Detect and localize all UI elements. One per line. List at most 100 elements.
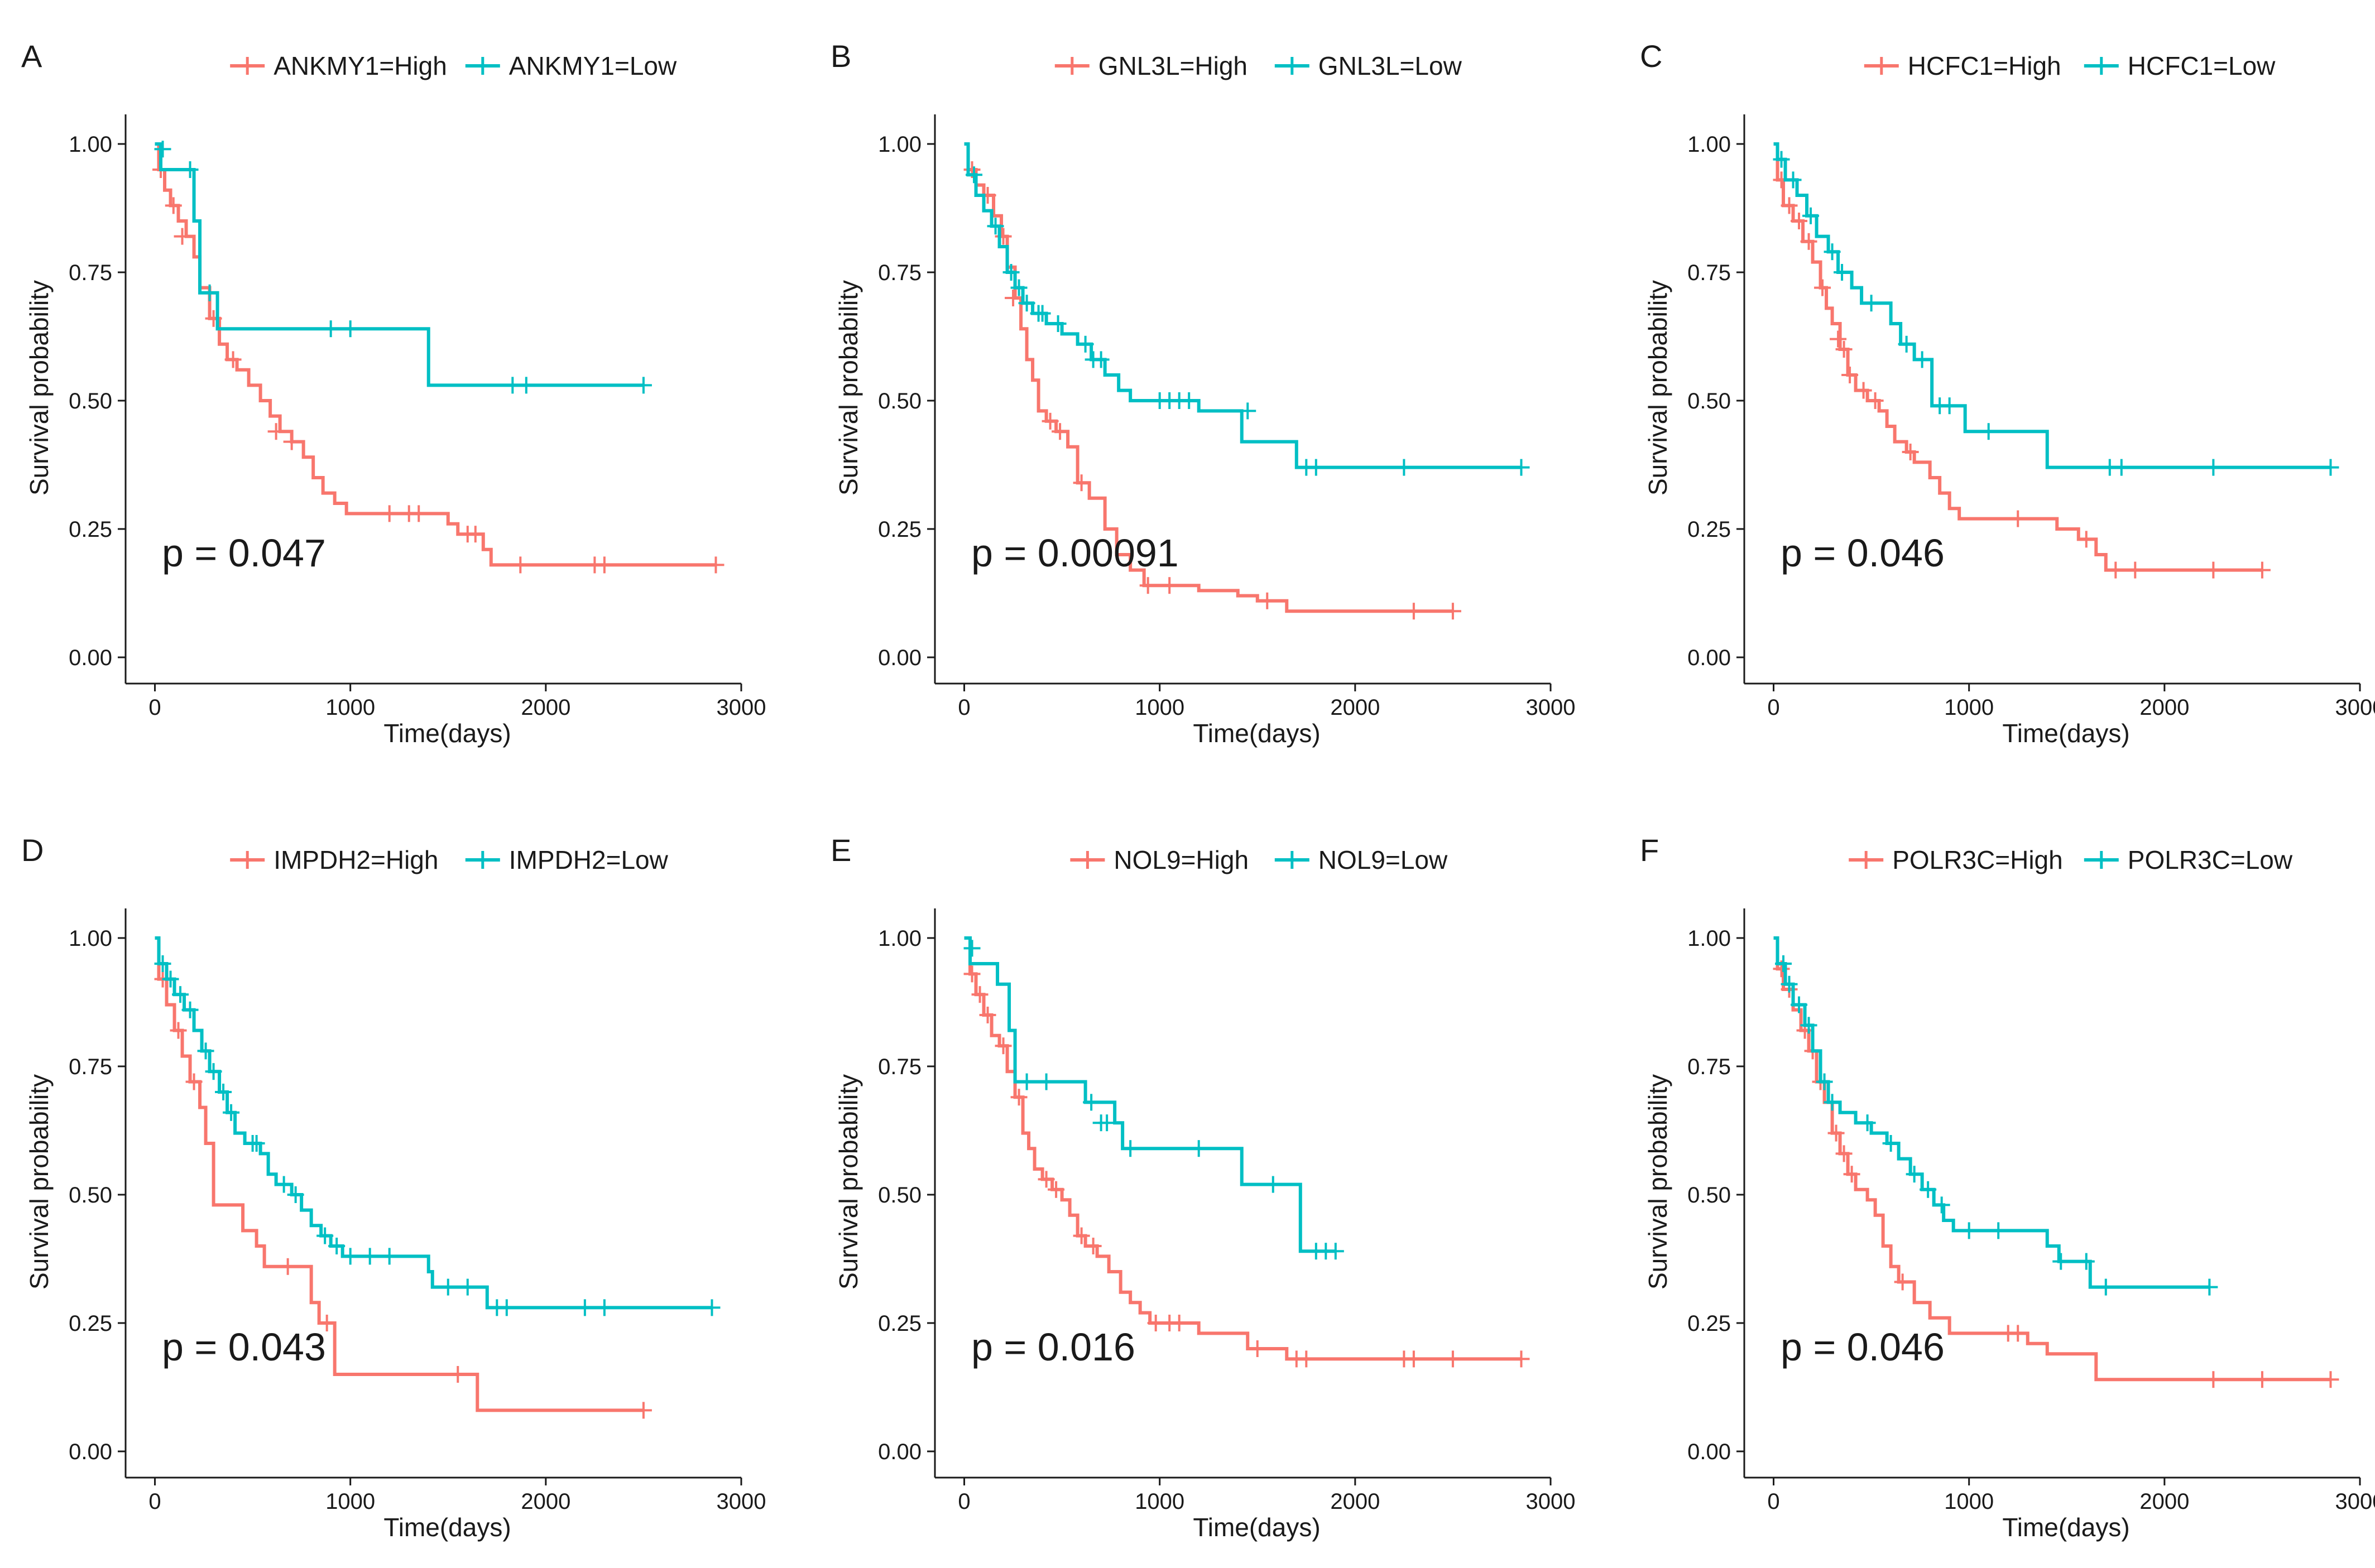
censor-mark (342, 1248, 359, 1265)
legend-key-high (1054, 57, 1090, 75)
survival-curve (155, 936, 644, 1412)
legend-label-low: POLR3C=Low (2128, 845, 2293, 874)
legend-label-high: ANKMY1=High (274, 51, 447, 80)
censor-mark (1835, 341, 1853, 358)
censor-mark (1073, 474, 1090, 492)
x-tick-label: 2000 (2139, 1489, 2189, 1514)
legend-key-high (1849, 851, 1884, 869)
y-tick-label: 1.00 (878, 926, 922, 951)
censor-mark (1781, 975, 1798, 993)
censor-mark (170, 1022, 187, 1039)
y-tick-label: 0.50 (69, 389, 112, 413)
censor-mark (1773, 151, 1790, 168)
censor-mark (2052, 1253, 2070, 1270)
censor-mark (1264, 1176, 1282, 1193)
censor-mark (154, 141, 171, 158)
y-axis-title: Survival probability (1643, 1074, 1672, 1290)
y-tick-label: 0.00 (69, 1440, 112, 1464)
x-tick-label: 1000 (1944, 1489, 1994, 1514)
censor-mark (1855, 382, 1872, 399)
survival-curve (155, 142, 644, 387)
censor-mark (707, 556, 725, 574)
censor-mark (635, 377, 652, 394)
y-tick-label: 0.75 (1687, 1055, 1731, 1079)
censor-mark (1170, 1315, 1188, 1331)
censor-mark (172, 986, 189, 1003)
survival-curve (155, 936, 712, 1310)
axes: 0.00 0.25 0.50 0.75 1.00 0 1000 2000 3000 Time(da… (25, 114, 766, 748)
panel-letter: C (1640, 39, 1662, 74)
y-tick-label: 0.50 (1687, 389, 1731, 413)
censor-mark (1181, 392, 1198, 409)
y-tick-label: 0.25 (878, 517, 922, 542)
survival-curve (964, 936, 1522, 1361)
panel-letter: D (21, 833, 44, 868)
x-axis-title: Time(days) (2002, 1513, 2129, 1542)
y-tick-label: 0.75 (878, 261, 922, 285)
censor-mark (318, 1315, 335, 1331)
survival-curve (964, 936, 1336, 1253)
x-tick-label: 1000 (1944, 695, 1994, 720)
y-axis-title: Survival probability (834, 280, 863, 496)
panel-letter: B (831, 39, 851, 74)
censor-mark (1239, 402, 1256, 420)
censor-mark (498, 1299, 515, 1316)
censor-mark (1859, 1114, 1876, 1132)
y-tick-label: 1.00 (69, 132, 112, 157)
x-tick-label: 3000 (1526, 1489, 1576, 1514)
y-axis-title: Survival probability (1643, 280, 1672, 496)
y-axis-title: Survival probability (834, 1074, 863, 1290)
panel-d: D IMPDH2=High IMPDH2=Low 0.00 0.25 0.50 0.75 1.… (21, 833, 766, 1542)
legend-label-high: NOL9=High (1114, 845, 1249, 874)
censor-mark (275, 1176, 292, 1193)
survival-curve (1773, 142, 2262, 572)
censor-mark (1827, 1124, 1845, 1142)
series-low (964, 142, 1530, 476)
censor-mark (224, 351, 242, 368)
censor-mark (1990, 1222, 2007, 1239)
censor-mark (1513, 1350, 1530, 1368)
survival-curve (1773, 936, 2210, 1289)
censor-mark (1834, 264, 1851, 281)
p-value-label: p = 0.046 (1781, 531, 1945, 575)
x-tick-label: 2000 (1330, 695, 1380, 720)
censor-mark (1933, 1196, 1950, 1214)
censor-mark (963, 965, 981, 983)
y-tick-label: 0.25 (1687, 517, 1731, 542)
censor-mark (1941, 397, 1958, 415)
y-tick-label: 0.50 (878, 1183, 922, 1208)
y-tick-label: 0.00 (1687, 1440, 1731, 1464)
censor-mark (576, 1299, 593, 1316)
x-tick-label: 2000 (1330, 1489, 1380, 1514)
censor-mark (1307, 459, 1325, 476)
censor-mark (1092, 351, 1110, 368)
censor-mark (1894, 1273, 1911, 1291)
x-tick-label: 0 (1767, 1489, 1779, 1514)
legend-key-high (1070, 851, 1105, 869)
axes: 0.00 0.25 0.50 0.75 1.00 0 1000 2000 3000 Time(da… (1643, 114, 2375, 748)
series-high (963, 936, 1530, 1368)
y-tick-label: 0.00 (1687, 646, 1731, 670)
censor-mark (1784, 171, 1802, 189)
censor-mark (2205, 561, 2222, 579)
survival-curve (1773, 936, 2331, 1382)
censor-mark (283, 433, 300, 450)
censor-mark (1882, 1135, 1899, 1152)
legend-key-low (2084, 851, 2119, 869)
x-tick-label: 3000 (2335, 695, 2375, 720)
censor-mark (197, 1042, 214, 1060)
x-tick-label: 2000 (521, 695, 570, 720)
censor-mark (165, 197, 182, 214)
x-axis-title: Time(days) (383, 719, 511, 748)
censor-mark (2322, 1371, 2339, 1388)
y-tick-label: 0.75 (69, 261, 112, 285)
censor-mark (316, 1227, 334, 1244)
legend: HCFC1=High HCFC1=Low (1864, 51, 2276, 80)
censor-mark (596, 1299, 613, 1316)
censor-mark (2009, 510, 2027, 527)
censor-mark (1190, 1140, 1207, 1157)
censor-mark (2107, 561, 2124, 579)
panel-letter: E (831, 833, 851, 868)
series-low (963, 936, 1344, 1260)
censor-mark (1920, 1181, 1937, 1198)
